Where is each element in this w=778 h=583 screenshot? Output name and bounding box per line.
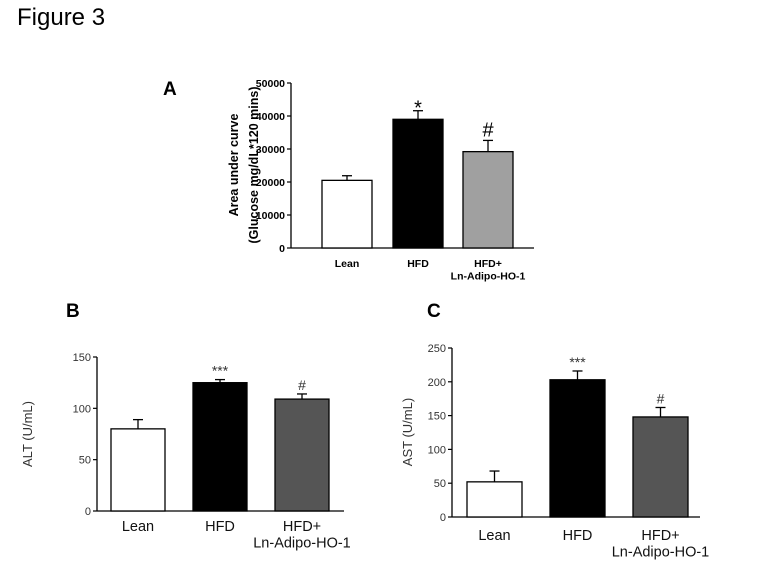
- y-axis-label: ALT (U/mL): [20, 401, 35, 467]
- x-tick-label: HFD+ Ln-Adipo-HO-1: [612, 528, 710, 561]
- bar: [321, 179, 373, 249]
- y-tick-label: 40000: [256, 111, 285, 123]
- panel-label: A: [163, 79, 177, 100]
- x-tick-label: HFD+ Ln-Adipo-HO-1: [253, 519, 351, 552]
- y-axis-label: AST (U/mL): [400, 398, 415, 466]
- bar: [110, 428, 166, 512]
- bar: [462, 150, 514, 249]
- x-tick-label: Lean: [335, 258, 360, 270]
- y-tick-label: 30000: [256, 144, 285, 156]
- significance-marker: #: [482, 119, 494, 141]
- y-tick-label: 0: [279, 243, 285, 255]
- x-tick-label: Lean: [478, 528, 510, 544]
- panel-label: B: [66, 301, 80, 322]
- y-tick-label: 150: [428, 411, 446, 423]
- chart-panel-c: C 0 50 100 150 200 250 AST (U/mL) Lean *** HFD # HFD…: [400, 301, 709, 561]
- x-tick-label: HFD: [407, 258, 429, 270]
- y-axis-label: Area under curve (Glucose mg/dL*120 mins): [227, 87, 261, 244]
- y-tick-label: 50: [79, 455, 91, 467]
- panel-label: C: [427, 301, 441, 322]
- y-tick-label: 0: [85, 506, 91, 518]
- x-tick-label: Lean: [122, 519, 154, 535]
- significance-marker: *: [414, 98, 422, 120]
- y-tick-label: 50: [434, 478, 446, 490]
- x-tick-label: HFD: [563, 528, 593, 544]
- bar: [466, 481, 523, 518]
- y-tick-label: 200: [428, 377, 446, 389]
- figure-title: Figure 3: [17, 4, 106, 31]
- bar: [274, 398, 330, 512]
- significance-marker: #: [298, 377, 306, 393]
- bar: [392, 118, 444, 249]
- chart-panel-b: B 0 50 100 150 ALT (U/mL) Lean *** HFD # HFD+ Ln-Ad…: [20, 301, 351, 552]
- y-tick-label: 50000: [256, 78, 285, 90]
- y-tick-label: 100: [73, 403, 91, 415]
- y-tick-label: 250: [428, 343, 446, 355]
- y-tick-label: 150: [73, 352, 91, 364]
- bar: [192, 382, 248, 512]
- y-tick-label: 20000: [256, 177, 285, 189]
- bar: [632, 416, 689, 518]
- significance-marker: ***: [569, 354, 586, 370]
- bar: [549, 379, 606, 518]
- x-tick-label: HFD+ Ln-Adipo-HO-1: [451, 258, 526, 283]
- significance-marker: #: [657, 390, 665, 406]
- y-tick-label: 10000: [256, 210, 285, 222]
- y-tick-label: 0: [440, 512, 446, 524]
- significance-marker: ***: [212, 363, 229, 379]
- x-tick-label: HFD: [205, 519, 235, 535]
- y-tick-label: 100: [428, 444, 446, 456]
